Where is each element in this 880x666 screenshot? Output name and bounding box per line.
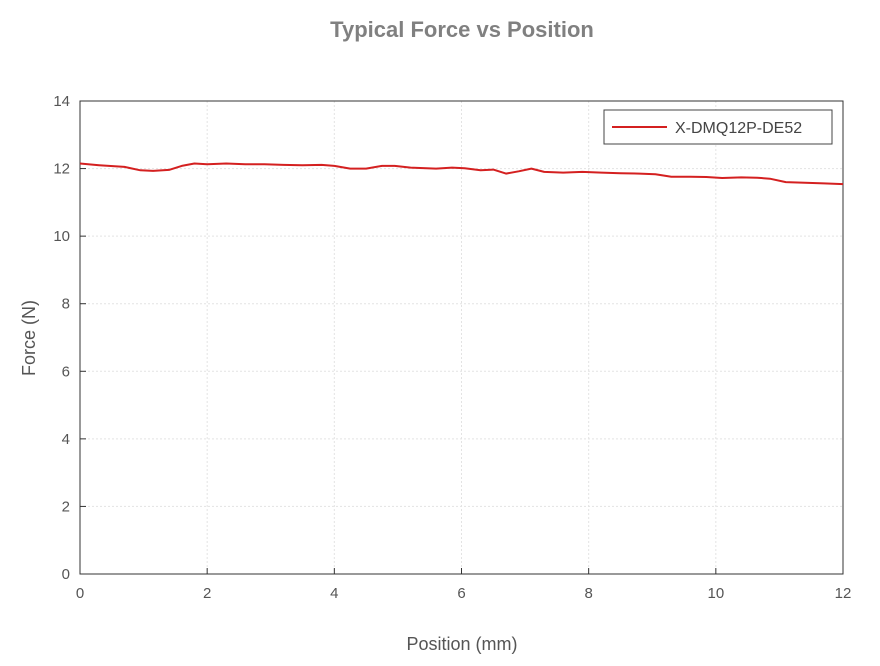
- x-tick-label: 6: [457, 585, 465, 602]
- series-line-0: [79, 162, 844, 186]
- legend: X-DMQ12P-DE52: [603, 109, 833, 145]
- axis-ticks: 0 2 4 6 8 10 12 0 2 4 6 8 10 12 14: [53, 93, 851, 602]
- series-layer: [79, 162, 844, 186]
- x-tick-label: 4: [330, 585, 338, 602]
- y-tick-label: 10: [53, 228, 70, 245]
- y-tick-label: 12: [53, 161, 70, 178]
- chart-title: Typical Force vs Position: [330, 17, 594, 42]
- y-tick-label: 6: [62, 363, 70, 380]
- y-tick-label: 2: [62, 498, 70, 515]
- y-tick-label: 8: [62, 296, 70, 313]
- grid: [79, 100, 844, 575]
- y-tick-label: 0: [62, 566, 70, 583]
- x-tick-label: 2: [203, 585, 211, 602]
- y-tick-label: 4: [62, 431, 70, 448]
- y-tick-label: 14: [53, 93, 70, 110]
- x-axis-title: Position (mm): [406, 634, 517, 654]
- x-tick-label: 12: [835, 585, 852, 602]
- legend-label: X-DMQ12P-DE52: [675, 120, 802, 137]
- x-tick-label: 0: [76, 585, 84, 602]
- x-tick-label: 10: [707, 585, 724, 602]
- x-tick-label: 8: [584, 585, 592, 602]
- y-axis-title: Force (N): [19, 300, 39, 376]
